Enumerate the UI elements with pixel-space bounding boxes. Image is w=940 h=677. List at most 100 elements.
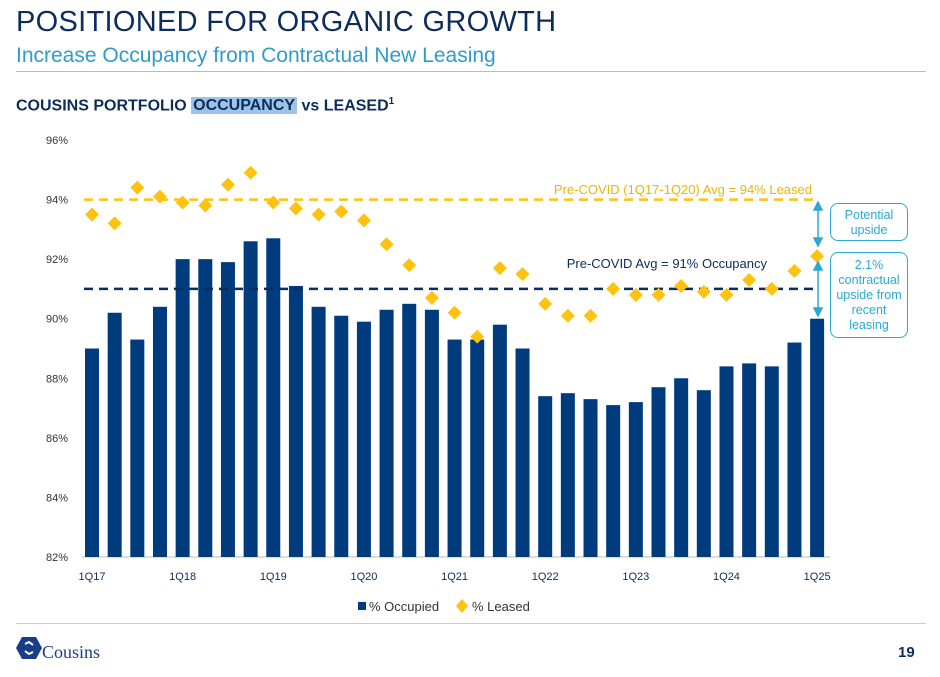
point-leased [696, 284, 711, 299]
point-leased [742, 272, 757, 287]
y-tick-label: 96% [46, 135, 68, 147]
point-leased [130, 180, 145, 195]
bar-occupied [152, 306, 167, 557]
bar-occupied [742, 363, 757, 557]
y-tick-label: 94% [46, 195, 68, 207]
chart-title-suffix: vs LEASED [297, 97, 389, 115]
point-leased [152, 189, 167, 204]
bar-occupied [764, 366, 779, 557]
divider [16, 71, 926, 72]
point-leased [334, 204, 349, 219]
bar-occupied [719, 366, 734, 557]
chart-title: COUSINS PORTFOLIO OCCUPANCY vs LEASED1 [16, 96, 394, 115]
footer-divider [16, 623, 926, 624]
chart-title-prefix: COUSINS PORTFOLIO [16, 97, 192, 115]
bar-occupied [787, 342, 802, 557]
bar-occupied [311, 306, 326, 557]
bar-occupied [583, 399, 598, 557]
bar-occupied [334, 315, 349, 557]
occupancy-avg-label: Pre-COVID Avg = 91% Occupancy [567, 256, 768, 271]
y-tick-label: 92% [46, 254, 68, 266]
bar-occupied [175, 259, 190, 557]
x-tick-label: 1Q23 [622, 571, 649, 583]
point-leased [628, 287, 643, 302]
point-leased [538, 296, 553, 311]
bar-occupied [651, 387, 666, 557]
legend-leased-swatch [456, 599, 468, 613]
upside-arrows [812, 200, 824, 318]
point-leased [243, 165, 258, 180]
point-leased [356, 213, 371, 228]
point-leased [447, 305, 462, 320]
point-leased [651, 287, 666, 302]
bar-occupied [810, 318, 825, 557]
y-tick-label: 82% [46, 552, 68, 564]
point-leased [266, 195, 281, 210]
bar-occupied [606, 405, 621, 557]
point-leased [220, 177, 235, 192]
y-tick-label: 88% [46, 373, 68, 385]
bar-occupied [424, 309, 439, 557]
bar-occupied [492, 324, 507, 557]
contractual-upside-box: 2.1% contractual upside from recent leas… [830, 252, 908, 338]
point-leased [402, 258, 417, 273]
x-tick-label: 1Q24 [713, 571, 740, 583]
page-number: 19 [898, 644, 915, 661]
point-leased [470, 329, 485, 344]
bar-occupied [198, 259, 213, 557]
bar-occupied [379, 309, 394, 557]
point-leased [424, 290, 439, 305]
bar-occupied [266, 238, 281, 558]
y-tick-label: 84% [46, 492, 68, 504]
x-tick-label: 1Q22 [532, 571, 559, 583]
bar-occupied [220, 262, 235, 557]
bar-occupied [243, 241, 258, 557]
point-leased [198, 198, 213, 213]
point-leased [175, 195, 190, 210]
bar-occupied [674, 378, 689, 557]
bar-occupied [447, 339, 462, 557]
bar-occupied [470, 339, 485, 557]
point-leased [560, 308, 575, 323]
point-leased [515, 267, 530, 282]
legend-occupied-swatch [358, 602, 366, 610]
point-leased [719, 287, 734, 302]
bar-occupied [696, 390, 711, 557]
y-tick-label: 86% [46, 433, 68, 445]
bar-occupied [85, 348, 99, 557]
x-tick-label: 1Q17 [79, 571, 106, 583]
point-leased [379, 237, 394, 252]
x-tick-label: 1Q19 [260, 571, 287, 583]
page-subtitle: Increase Occupancy from Contractual New … [16, 44, 496, 67]
cousins-logo-text: Cousins [42, 642, 101, 662]
point-leased [787, 264, 802, 279]
bar-occupied [107, 312, 122, 557]
point-leased [311, 207, 326, 222]
x-tick-label: 1Q25 [804, 571, 831, 583]
point-leased [764, 281, 779, 296]
x-tick-label: 1Q21 [441, 571, 468, 583]
bar-occupied [356, 321, 371, 557]
potential-upside-box: Potential upside [830, 203, 908, 241]
cousins-logo-icon [16, 637, 42, 659]
bar-occupied [130, 339, 145, 557]
footnote-marker: 1 [388, 96, 395, 107]
y-tick-label: 90% [46, 314, 68, 326]
bar-occupied [402, 303, 417, 557]
point-leased [583, 308, 598, 323]
point-leased [85, 207, 99, 222]
x-tick-label: 1Q18 [169, 571, 196, 583]
x-tick-label: 1Q20 [350, 571, 377, 583]
legend-leased: % Leased [472, 599, 530, 614]
point-leased [606, 281, 621, 296]
point-leased [674, 278, 689, 293]
bar-occupied [628, 402, 643, 557]
bar-occupied [560, 393, 575, 557]
bar-occupied [515, 348, 530, 557]
leased-avg-label: Pre-COVID (1Q17-1Q20) Avg = 94% Leased [554, 182, 812, 197]
point-leased [492, 261, 507, 276]
legend-occupied: % Occupied [369, 599, 439, 614]
bar-occupied [288, 285, 303, 557]
point-leased [107, 216, 122, 231]
